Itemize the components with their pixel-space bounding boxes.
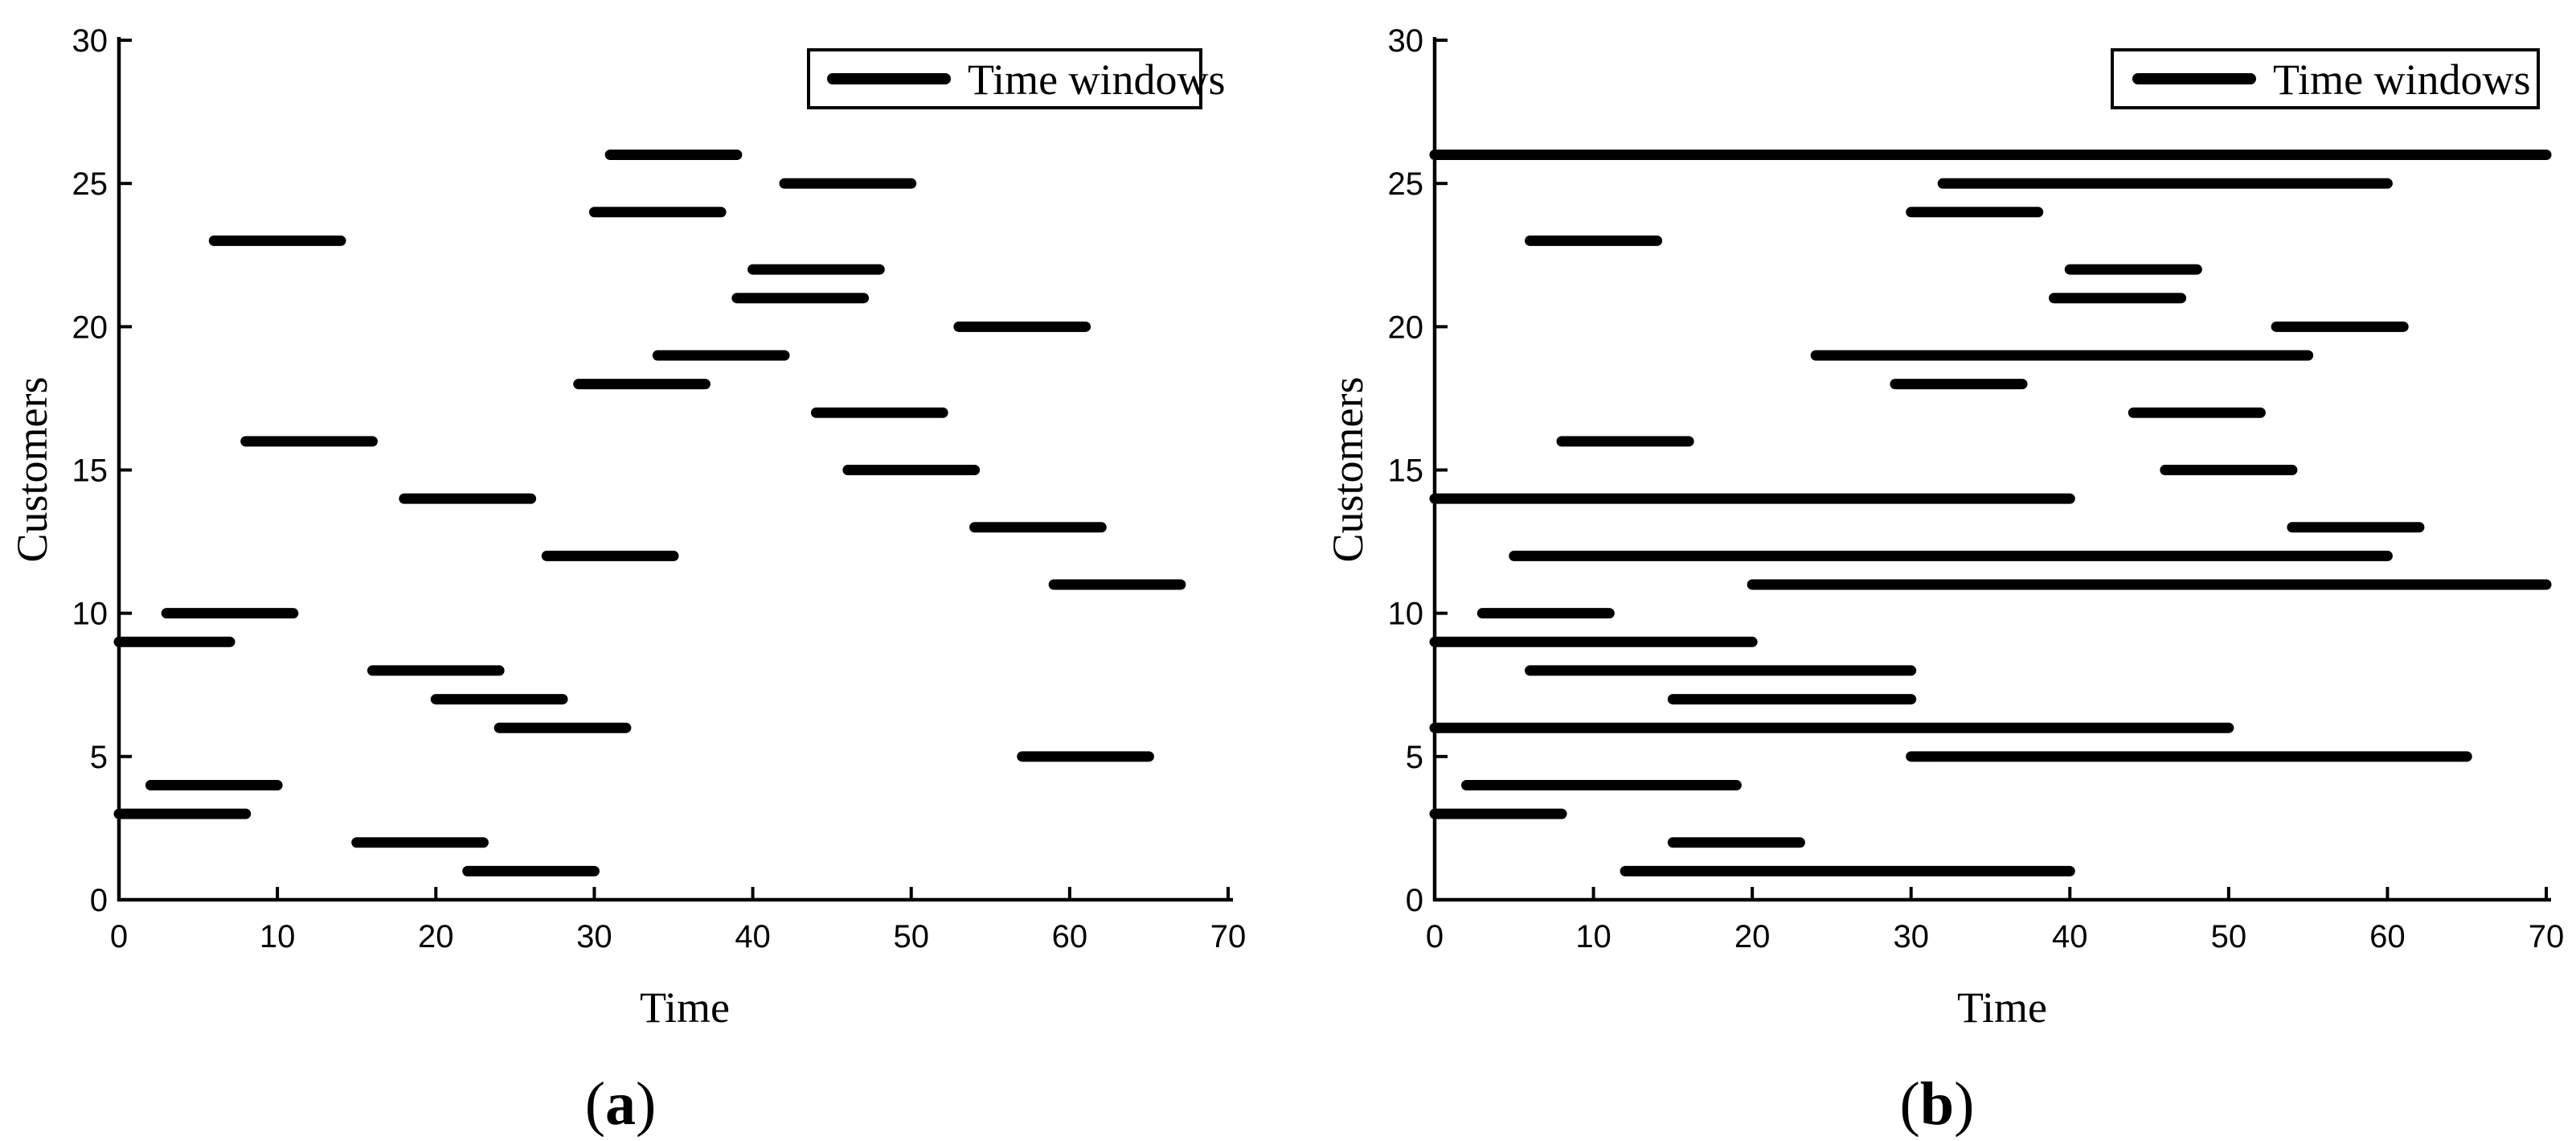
x-tick-label: 20 xyxy=(1734,919,1771,954)
x-tick-label: 30 xyxy=(576,919,612,954)
x-tick-label: 20 xyxy=(418,919,454,954)
plot-b-legend: Time windows xyxy=(2111,48,2540,109)
x-tick-label: 50 xyxy=(2211,919,2247,954)
y-tick-label: 20 xyxy=(1388,310,1424,345)
plot-b-segments xyxy=(1429,150,2552,876)
y-tick-label: 15 xyxy=(72,454,109,489)
y-tick-label: 30 xyxy=(1388,23,1424,59)
x-tick-label: 50 xyxy=(893,919,929,954)
x-tick-label: 10 xyxy=(1575,919,1612,954)
caption-b: (b) xyxy=(1900,1070,1975,1138)
x-tick-label: 0 xyxy=(110,919,128,954)
y-tick-label: 25 xyxy=(1388,166,1424,202)
y-tick-label: 5 xyxy=(1406,740,1423,775)
plot-a-axes: 0 10 20 30 40 50 60 70 0 5 10 15 20 25 30 xyxy=(72,23,1247,954)
y-tick-label: 0 xyxy=(1406,883,1423,918)
y-tick-label: 10 xyxy=(1388,597,1424,632)
x-tick-label: 30 xyxy=(1893,919,1929,954)
y-tick-label: 15 xyxy=(1388,454,1424,489)
plot-a-segments xyxy=(113,150,1186,876)
y-tick-label: 10 xyxy=(72,597,109,632)
y-tick-label: 20 xyxy=(72,310,109,345)
x-tick-label: 60 xyxy=(1052,919,1088,954)
plot-b-ylabel: Customers xyxy=(1324,376,1372,562)
x-tick-label: 70 xyxy=(2529,919,2565,954)
y-tick-label: 25 xyxy=(72,166,109,202)
x-tick-label: 40 xyxy=(2052,919,2088,954)
x-tick-label: 10 xyxy=(260,919,296,954)
plot-b-xlabel: Time xyxy=(1957,983,2047,1032)
x-tick-label: 40 xyxy=(735,919,771,954)
y-tick-label: 30 xyxy=(72,23,109,59)
plot-a-xlabel: Time xyxy=(640,983,730,1032)
x-tick-label: 60 xyxy=(2369,919,2406,954)
legend-label: Time windows xyxy=(968,55,1226,104)
y-tick-label: 5 xyxy=(90,740,108,775)
plot-a-ylabel: Customers xyxy=(8,376,56,562)
plot-b: 0 10 20 30 40 50 60 70 0 5 10 15 20 25 30 Time Custome… xyxy=(1324,23,2564,1138)
caption-a: (a) xyxy=(585,1070,657,1138)
plot-a-legend: Time windows xyxy=(807,48,1226,109)
plot-a: 0 10 20 30 40 50 60 70 0 5 10 15 20 25 30 Time Custome… xyxy=(8,23,1246,1138)
plot-b-axes: 0 10 20 30 40 50 60 70 0 5 10 15 20 25 30 xyxy=(1388,23,2565,954)
y-tick-label: 0 xyxy=(90,883,108,918)
x-tick-label: 70 xyxy=(1210,919,1247,954)
x-tick-label: 0 xyxy=(1426,919,1444,954)
legend-label: Time windows xyxy=(2273,55,2531,104)
